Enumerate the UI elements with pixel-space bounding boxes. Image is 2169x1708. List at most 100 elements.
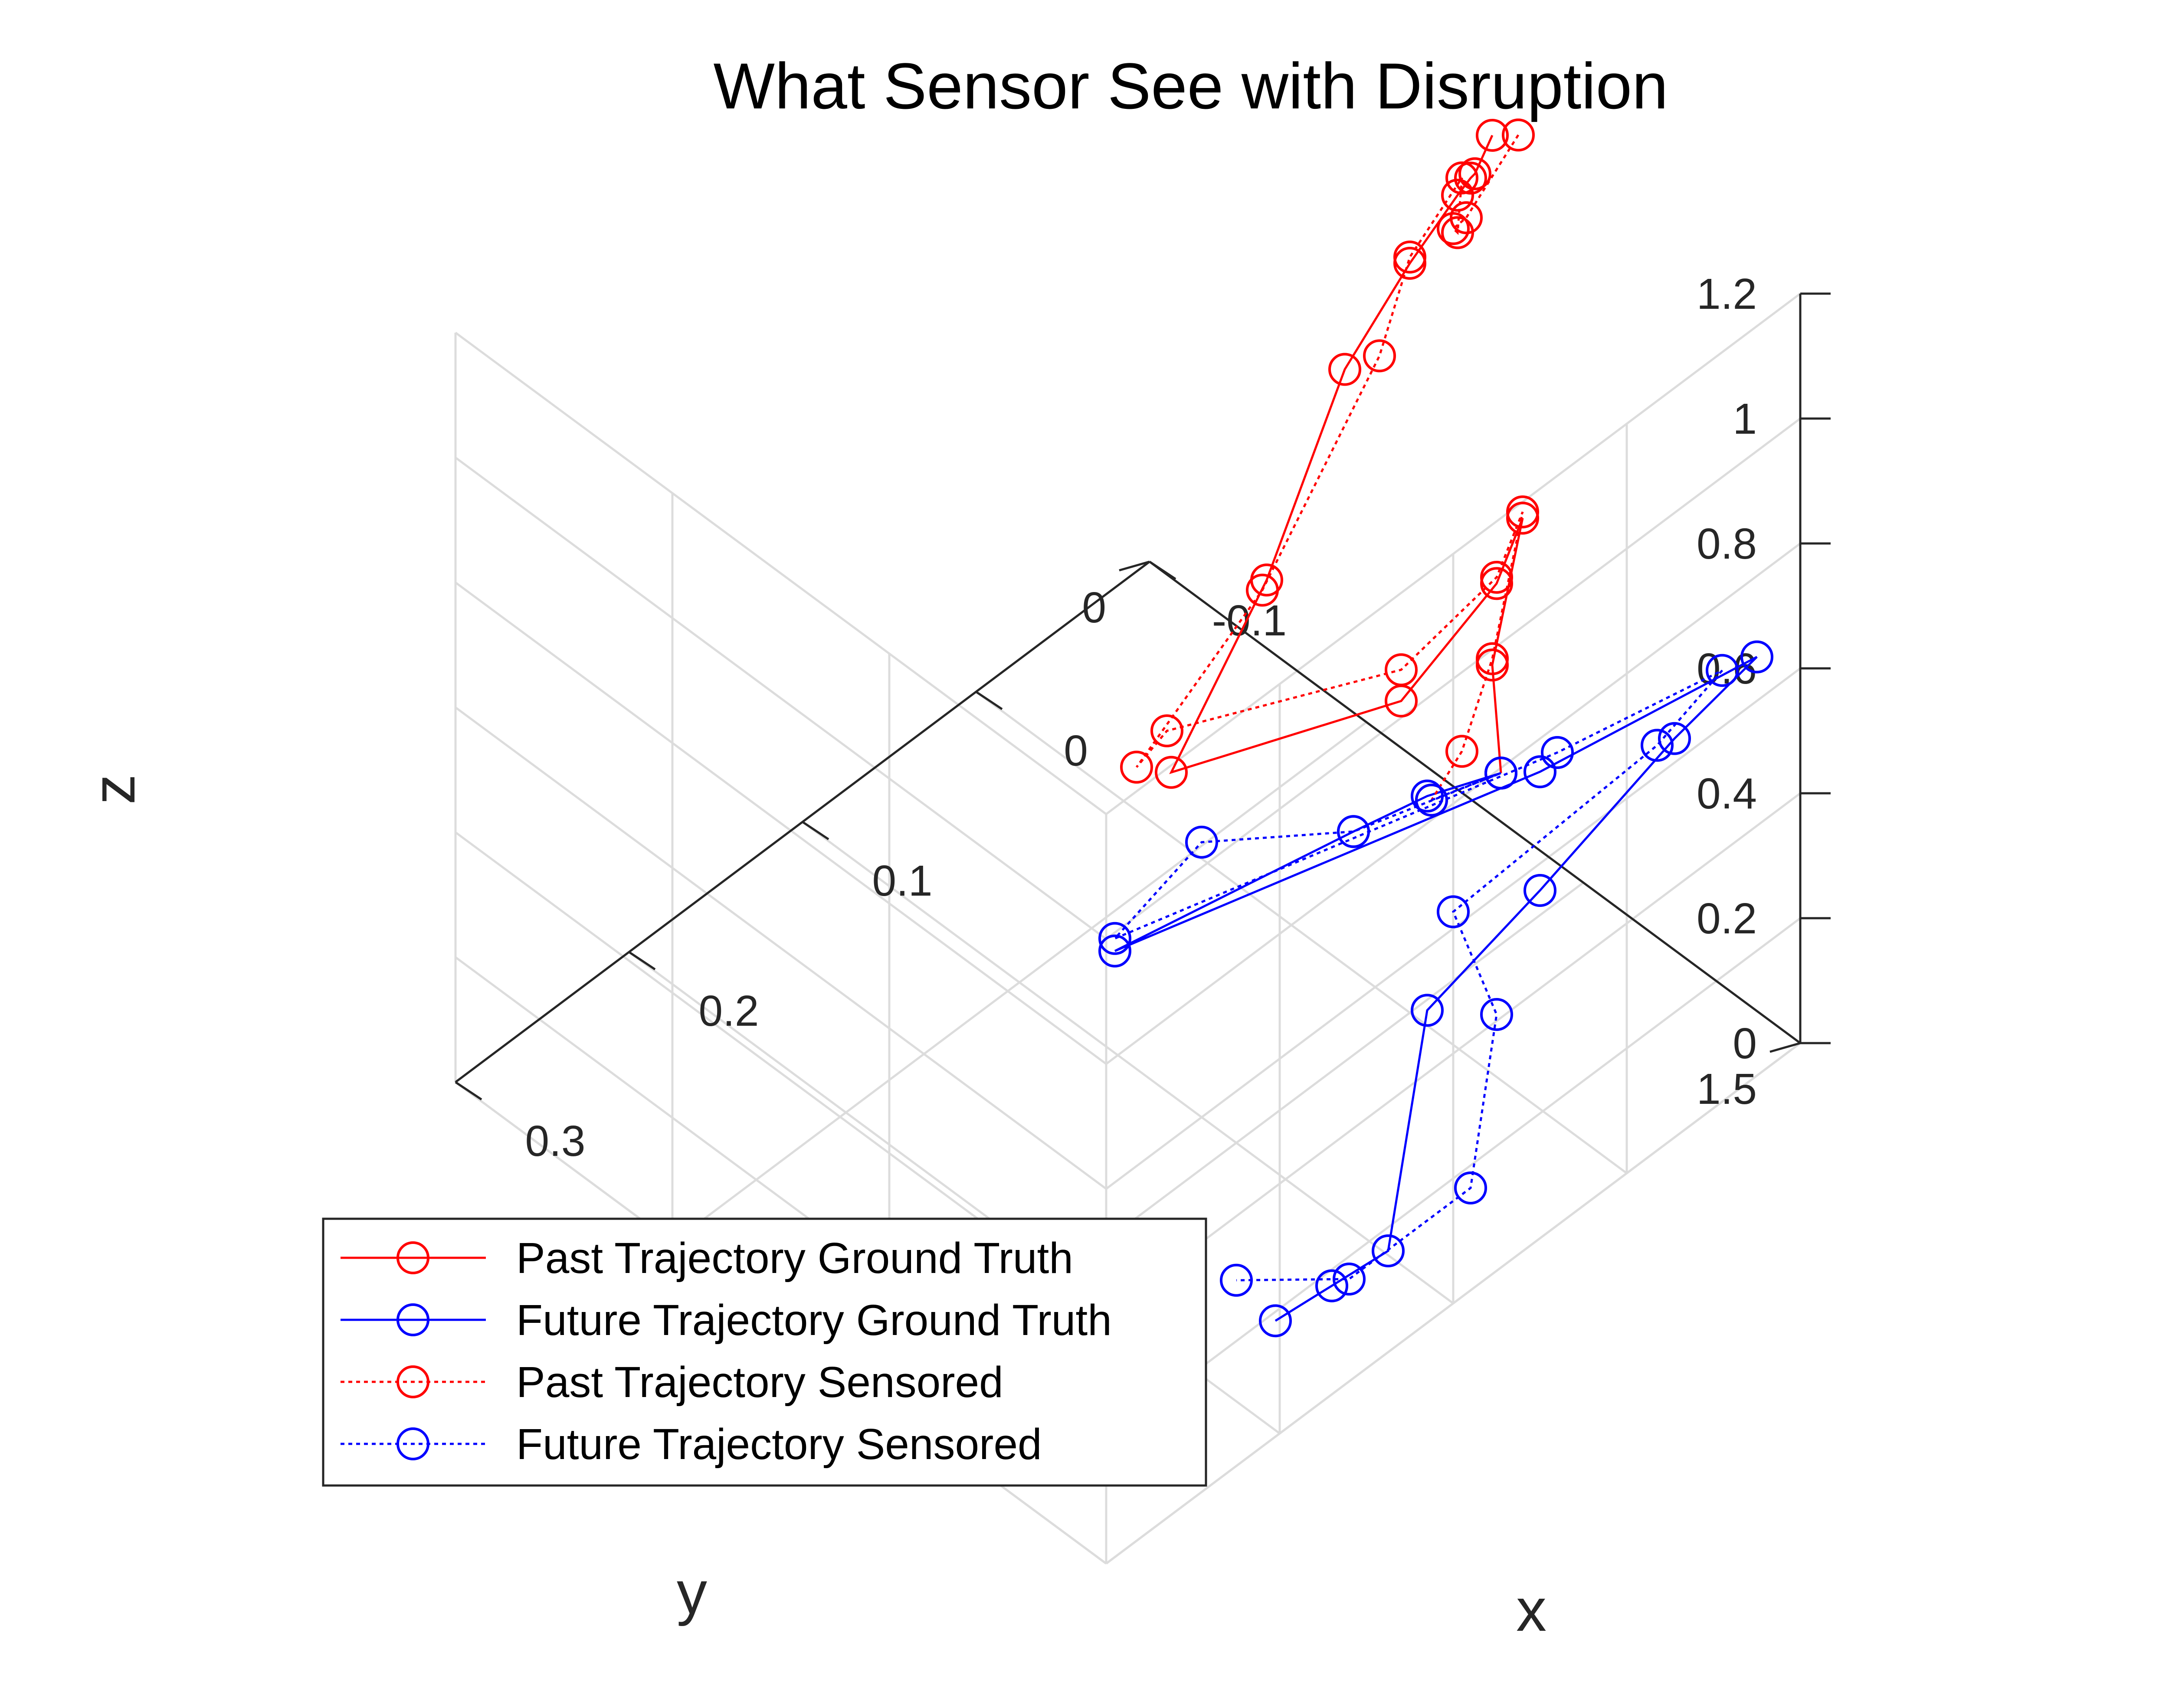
x-tick-label: -0.1 [1212,596,1287,645]
x-tick [628,951,656,971]
data-point [1363,339,1396,373]
data-point [1506,495,1539,529]
axes: 00.20.40.60.811.2-0.100.10.20.301.5 [455,270,1831,1165]
y-axis-label: y [677,1558,707,1626]
data-point [1333,1263,1366,1296]
data-point [1441,179,1474,212]
series-3 [1098,654,1739,1297]
z-tick-label: 0 [1733,1019,1757,1068]
series-line [1114,669,1723,1282]
data-point [1411,994,1444,1027]
grid-line [802,821,1454,1305]
data-point [1458,157,1491,190]
data-point [1098,934,1131,968]
legend: Past Trajectory Ground Truth Future Traje… [322,1217,1207,1487]
x-tick-label: 0.2 [698,987,759,1035]
data-point [1315,1269,1348,1302]
grid-line [672,721,1367,1243]
data-point [1476,642,1509,675]
grid-line [1105,792,1801,1315]
data-point [1445,161,1478,195]
legend-label: Future Trajectory Ground Truth [516,1296,1112,1345]
data-point [1454,161,1487,195]
data-point [1706,654,1739,687]
y-tick [1119,560,1150,572]
data-point [1641,729,1674,762]
series-layer [1098,118,1773,1338]
data-point [1437,895,1470,929]
data-point [1385,653,1418,687]
x-tick [975,690,1003,710]
data-point [1372,1234,1405,1267]
grid-line [455,456,1107,940]
data-point [1480,998,1513,1031]
data-point [1220,1263,1253,1297]
data-point [1437,212,1470,245]
grid-line [1105,543,1801,1065]
x-tick [1149,560,1176,580]
data-point [1524,874,1556,907]
data-point [1328,353,1361,386]
legend-marker [396,1427,429,1460]
grid-line [1105,418,1801,940]
z-tick-label: 1 [1733,395,1757,443]
data-point [1120,750,1153,784]
y-tick-label: 0 [1082,583,1106,632]
y-axis-line [1149,560,1801,1044]
data-point [1259,1304,1292,1338]
x-tick-label: 0 [1064,726,1088,775]
data-point [1524,755,1556,789]
grid-line [455,581,1107,1065]
series-line [1114,656,1758,1322]
series-2 [1120,118,1539,817]
data-point [1185,825,1218,859]
data-point [1502,118,1535,152]
grid-line [1105,917,1801,1440]
x-tick [455,1081,482,1101]
y-tick [1769,1042,1801,1053]
grid-line [1105,1042,1801,1564]
y-tick-label: 1.5 [1697,1065,1757,1113]
grid-line [975,690,1628,1175]
data-point [1150,714,1183,747]
z-tick-label: 1.2 [1697,270,1757,318]
x-tick-label: 0.3 [525,1117,585,1165]
z-tick-label: 0.4 [1697,769,1757,818]
z-axis-label: z [79,774,147,805]
data-point [1445,735,1478,768]
data-point [1454,1171,1487,1204]
series-line [1135,134,1524,801]
data-point [1415,783,1448,817]
data-point [1441,216,1474,249]
chart-title: What Sensor See with Disruption [713,49,1668,122]
data-point [1541,736,1574,769]
legend-marker [396,1365,429,1398]
data-point [1393,240,1426,274]
legend-label: Past Trajectory Sensored [516,1358,1003,1407]
grid-line [455,706,1107,1190]
x-tick-label: 0.1 [872,857,932,905]
data-point [1155,756,1188,789]
data-point [1098,922,1131,955]
legend-label: Future Trajectory Sensored [516,1420,1042,1469]
data-point [1480,561,1513,594]
data-point [1246,573,1279,607]
legend-box [322,1217,1207,1487]
grid-line [455,331,1107,815]
grid-line [1105,293,1801,815]
x-tick [802,821,829,841]
grid-line [1105,667,1801,1190]
data-point [1484,756,1517,790]
x-axis-label: x [1516,1576,1546,1644]
legend-marker [396,1241,429,1274]
z-tick-label: 0.8 [1697,520,1757,568]
data-point [1740,640,1773,674]
legend-label: Past Trajectory Ground Truth [516,1234,1073,1283]
data-point [1337,815,1370,848]
series-line [1169,134,1524,774]
data-point [1476,119,1509,152]
z-tick-label: 0.2 [1697,894,1757,943]
legend-marker [396,1303,429,1336]
data-point [1658,722,1691,755]
